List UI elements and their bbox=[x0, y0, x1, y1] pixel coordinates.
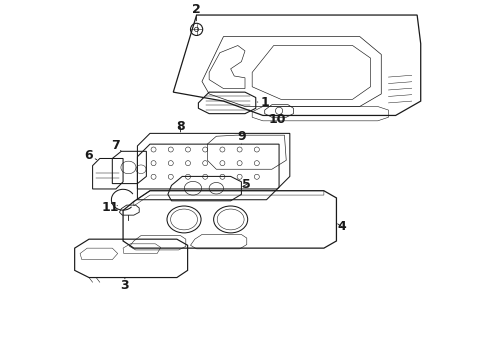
Text: 3: 3 bbox=[121, 279, 129, 292]
Text: 4: 4 bbox=[338, 220, 346, 233]
Text: 11: 11 bbox=[102, 202, 119, 215]
Text: 2: 2 bbox=[192, 3, 201, 16]
Text: 7: 7 bbox=[111, 139, 120, 152]
Text: 1: 1 bbox=[260, 96, 269, 109]
Text: 5: 5 bbox=[243, 178, 251, 191]
Text: 10: 10 bbox=[269, 113, 286, 126]
Text: 6: 6 bbox=[85, 149, 93, 162]
Text: 9: 9 bbox=[237, 130, 245, 144]
Text: 8: 8 bbox=[176, 121, 185, 134]
